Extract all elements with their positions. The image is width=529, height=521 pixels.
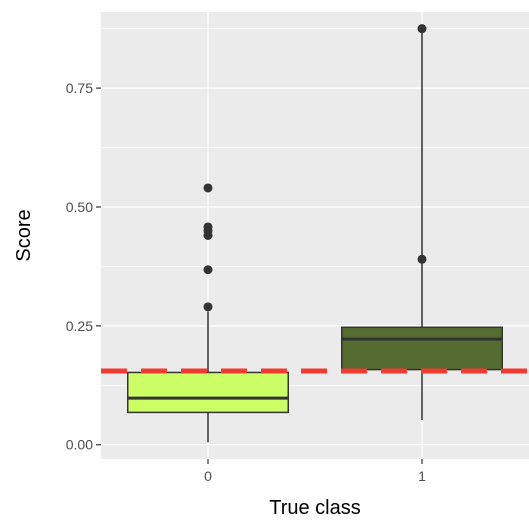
boxplot-0 [127, 183, 289, 443]
x-tick-label: 1 [418, 468, 426, 484]
boxplots [127, 24, 503, 443]
y-tick-label: 0.75 [66, 80, 93, 96]
outlier-point [203, 183, 213, 193]
outlier-point [417, 254, 427, 264]
y-axis-title: Score [13, 209, 35, 261]
outlier-point [203, 222, 213, 232]
outlier-point [203, 302, 213, 312]
y-tick-label: 0.25 [66, 318, 93, 334]
iqr-box [127, 371, 289, 414]
y-axis: 0.00 0.25 0.50 0.75 [66, 80, 101, 453]
y-tick-label: 0.00 [66, 437, 93, 453]
outlier-point [417, 24, 427, 34]
x-tick-label: 0 [204, 468, 212, 484]
boxplot-1 [341, 24, 503, 421]
outlier-point [203, 265, 213, 275]
iqr-box [341, 326, 503, 371]
x-axis-title: True class [269, 497, 361, 519]
y-tick-label: 0.50 [66, 199, 93, 215]
